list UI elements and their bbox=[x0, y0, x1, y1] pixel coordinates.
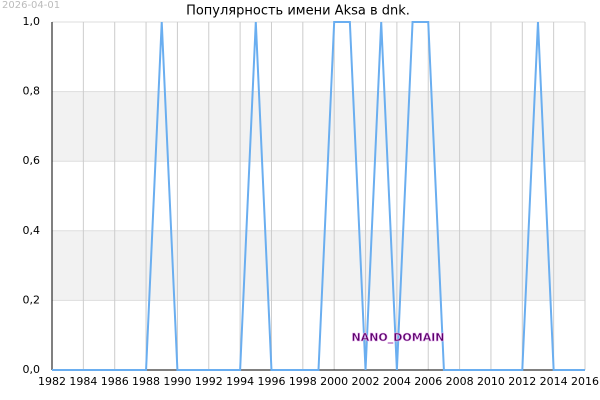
y-tick-label: 1,0 bbox=[23, 15, 41, 28]
grid-band bbox=[52, 91, 585, 162]
series-line bbox=[52, 21, 585, 371]
x-tick-label: 1984 bbox=[69, 375, 97, 388]
x-tick-label: 2008 bbox=[446, 375, 474, 388]
x-tick-label: 2000 bbox=[320, 375, 348, 388]
x-tick-label: 1996 bbox=[257, 375, 285, 388]
chart-title: Популярность имени Aksa в dnk. bbox=[186, 4, 410, 19]
x-tick-label: 1988 bbox=[132, 375, 160, 388]
y-tick-label: 0,6 bbox=[23, 154, 41, 167]
x-tick-label: 2004 bbox=[383, 375, 411, 388]
x-tick-label: 2002 bbox=[352, 375, 380, 388]
x-tick-label: 2014 bbox=[540, 375, 568, 388]
y-tick-label: 0,4 bbox=[23, 224, 41, 237]
x-tick-label: 1998 bbox=[289, 375, 317, 388]
x-tick-label: 1986 bbox=[101, 375, 129, 388]
x-tick-label: 2016 bbox=[571, 375, 599, 388]
date-stamp: 2026-04-01 bbox=[2, 0, 60, 11]
x-tick-label: 2012 bbox=[508, 375, 536, 388]
x-tick-label: 1994 bbox=[226, 375, 254, 388]
grid-band bbox=[52, 230, 585, 301]
y-tick-label: 0,2 bbox=[23, 293, 41, 306]
annotation: NANO_DOMAIN bbox=[351, 331, 444, 344]
y-tick-label: 0,8 bbox=[23, 85, 41, 98]
y-tick-label: 0,0 bbox=[23, 363, 41, 376]
x-tick-label: 2006 bbox=[414, 375, 442, 388]
x-tick-label: 1982 bbox=[38, 375, 66, 388]
x-tick-label: 1990 bbox=[163, 375, 191, 388]
x-tick-label: 2010 bbox=[477, 375, 505, 388]
x-tick-label: 1992 bbox=[195, 375, 223, 388]
